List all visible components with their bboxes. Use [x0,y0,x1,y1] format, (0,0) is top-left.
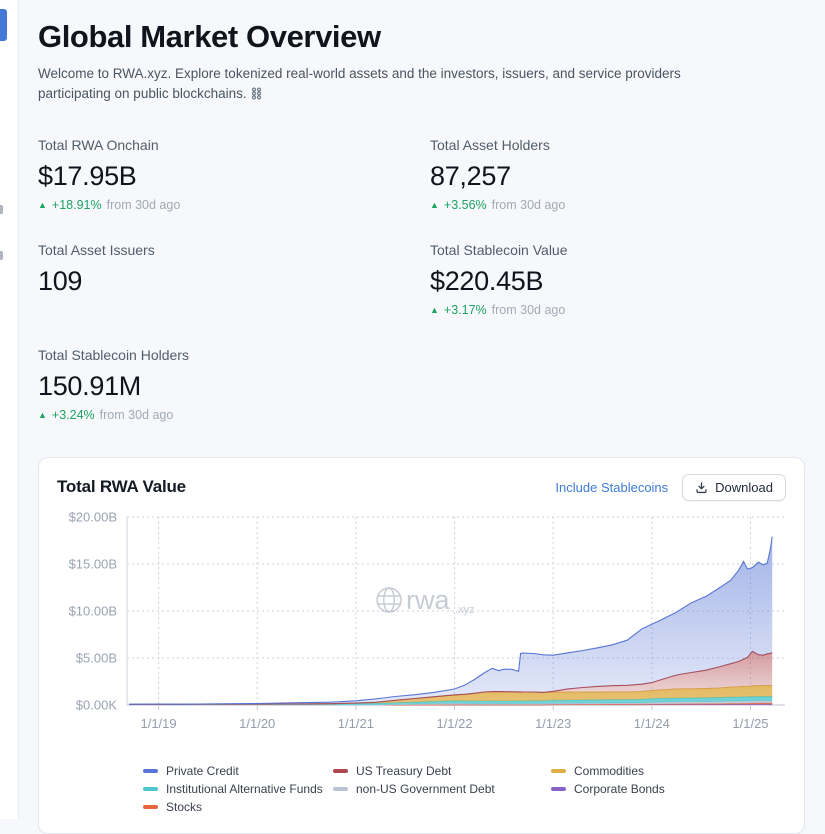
legend-label: US Treasury Debt [356,763,452,778]
legend-marker [143,786,158,791]
area-series-commodities [129,685,773,705]
y-tick-label: $0.00K [76,698,118,713]
legend-label: Stocks [166,799,203,814]
x-tick-label: 1/1/20 [239,716,275,731]
stat-label: Total Stablecoin Holders [38,347,189,363]
legend-marker [551,786,566,791]
legend-item-private-credit[interactable]: Private Credit [143,762,333,779]
legend-item-stocks[interactable]: Stocks [143,798,333,815]
stat-total-asset-holders: Total Asset Holders 87,257 ▲ +3.56% from… [430,136,805,214]
legend-item-institutional-alternative-funds[interactable]: Institutional Alternative Funds [143,780,333,797]
chart-area: $0.00K $5.00B $10.00B $15.00B $20.00B 1/1/19 1… [57,505,786,756]
stat-total-rwa-onchain: Total RWA Onchain $17.95B ▲ +18.91% from… [38,136,430,214]
legend-marker [551,768,566,773]
area-series-private-credit [129,536,773,705]
watermark-brand: rwa [406,585,450,615]
legend-item-us-treasury-debt[interactable]: US Treasury Debt [333,762,551,779]
stats-grid: Total RWA Onchain $17.95B ▲ +18.91% from… [38,136,805,424]
area-series-us-treasury-debt [129,651,773,705]
x-tick-label: 1/1/21 [338,716,374,731]
stat-change: ▲ +3.56% from 30d ago [430,197,805,214]
stat-value: $17.95B [38,161,137,191]
stat-label: Total Asset Holders [430,137,550,153]
page-title: Global Market Overview [38,19,381,54]
change-percent: +3.17% [443,303,487,317]
y-tick-label: $10.00B [69,604,117,619]
x-tick-label: 1/1/22 [436,716,472,731]
change-period: from 30d ago [99,408,174,422]
area-series-outline [128,536,773,705]
stat-change: ▲ +3.17% from 30d ago [430,302,805,319]
legend-marker [333,768,348,773]
stat-value: 109 [38,266,83,296]
x-tick-label: 1/1/24 [634,716,670,731]
chart-actions: Include Stablecoins Download [555,473,786,501]
sidebar-active-indicator[interactable] [0,9,7,41]
legend-item-non-us-government-debt[interactable]: non-US Government Debt [333,780,551,797]
legend-label: Private Credit [166,763,239,778]
globe-icon [376,587,402,613]
sidebar-fragment-mark [0,251,3,260]
legend-item-commodities[interactable]: Commodities [551,762,786,779]
download-button[interactable]: Download [682,473,786,501]
y-tick-label: $20.00B [69,510,117,525]
legend-label: Corporate Bonds [574,781,665,796]
main-content: Global Market Overview Welcome to RWA.xy… [18,0,825,834]
change-percent: +3.56% [443,198,487,212]
up-triangle-icon: ▲ [430,305,439,315]
change-period: from 30d ago [106,198,181,212]
chart-legend: Private Credit US Treasury Debt Commoditie… [143,762,786,815]
legend-marker [333,786,348,791]
area-series-non-us-government-debt [129,700,773,705]
up-triangle-icon: ▲ [430,200,439,210]
chain-icon [250,86,263,106]
change-percent: +3.24% [51,408,95,422]
chart-watermark: rwa .xyz [376,585,475,616]
x-tick-label: 1/1/23 [535,716,571,731]
page-subtitle: Welcome to RWA.xyz. Explore tokenized re… [38,64,734,106]
stat-total-stablecoin-value: Total Stablecoin Value $220.45B ▲ +3.17%… [430,241,805,319]
watermark-suffix: .xyz [455,604,475,616]
include-stablecoins-toggle[interactable]: Include Stablecoins [555,479,669,495]
stat-label: Total Stablecoin Value [430,242,568,258]
download-icon [695,481,708,494]
up-triangle-icon: ▲ [38,410,47,420]
stat-change: ▲ +18.91% from 30d ago [38,197,430,214]
total-rwa-value-card: Total RWA Value Include Stablecoins Down… [38,457,805,834]
change-period: from 30d ago [491,303,566,317]
y-tick-label: $5.00B [76,651,117,666]
stat-total-stablecoin-holders: Total Stablecoin Holders 150.91M ▲ +3.24… [38,346,430,424]
stat-label: Total Asset Issuers [38,242,155,258]
y-tick-label: $15.00B [69,557,117,572]
legend-marker [143,768,158,773]
legend-label: Institutional Alternative Funds [166,781,323,796]
change-percent: +18.91% [51,198,102,212]
stat-value: 87,257 [430,161,511,191]
x-tick-label: 1/1/25 [732,716,768,731]
rwa-value-chart[interactable]: $0.00K $5.00B $10.00B $15.00B $20.00B 1/1/19 1… [57,505,788,751]
legend-marker [143,804,158,809]
legend-label: non-US Government Debt [356,781,495,796]
legend-item-corporate-bonds[interactable]: Corporate Bonds [551,780,786,797]
sidebar-fragment-mark [0,205,3,214]
stat-label: Total RWA Onchain [38,137,159,153]
sidebar-edge [0,0,19,819]
x-tick-label: 1/1/19 [140,716,176,731]
area-series-institutional-alternative-funds [129,696,773,705]
legend-label: Commodities [574,763,645,778]
download-button-label: Download [715,479,773,495]
chart-title: Total RWA Value [57,477,186,496]
stat-total-asset-issuers: Total Asset Issuers 109 [38,241,430,319]
stat-value: $220.45B [430,266,544,296]
up-triangle-icon: ▲ [38,200,47,210]
change-period: from 30d ago [491,198,566,212]
stat-change: ▲ +3.24% from 30d ago [38,407,430,424]
stat-value: 150.91M [38,371,141,401]
chart-card-header: Total RWA Value Include Stablecoins Down… [57,473,786,501]
